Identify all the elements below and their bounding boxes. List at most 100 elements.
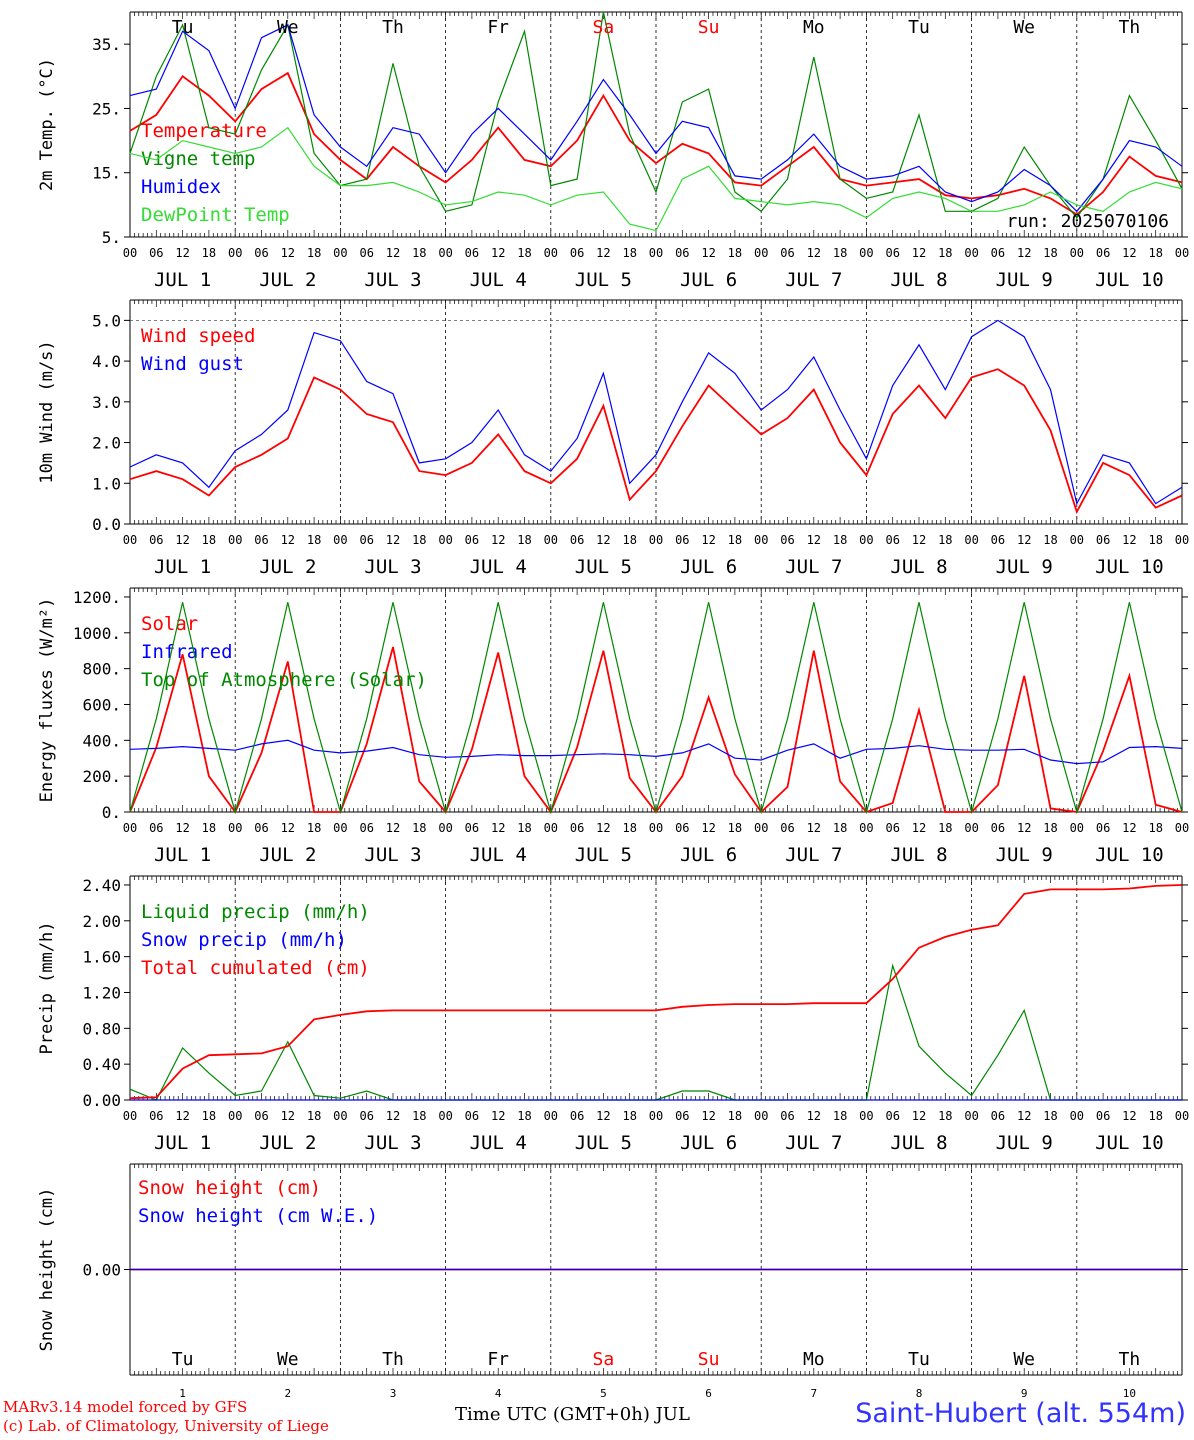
y-tick-label: 3.0 [92,393,121,412]
y-tick-label: 800. [82,660,121,679]
day-name: Sa [593,1349,615,1370]
hour-tick-label: 06 [885,246,899,260]
day-name: We [1013,17,1035,38]
hour-tick-label: 18 [517,1109,531,1123]
day-name: We [1013,1349,1035,1370]
day-name: Tu [908,1349,930,1370]
hour-tick-label: 06 [570,1109,584,1123]
hour-tick-label: 06 [1096,246,1110,260]
series-line-2 [129,319,1183,506]
hour-tick-label: 12 [281,246,295,260]
credit-lab: (c) Lab. of Climatology, University of L… [3,1417,329,1435]
day-label: JUL 10 [1095,1132,1164,1154]
credits: MARv3.14 model forced by GFS (c) Lab. of… [3,1398,329,1436]
day-label: JUL 1 [154,269,211,291]
hour-tick-label: 00 [544,533,558,547]
y-tick-label: 2.00 [82,912,121,931]
hour-tick-label: 18 [938,246,952,260]
hour-tick-label: 18 [833,821,847,835]
hour-tick-label: 12 [807,246,821,260]
hour-tick-label: 12 [1017,1109,1031,1123]
hour-tick-label: 18 [938,1109,952,1123]
hour-tick-label: 12 [1122,533,1136,547]
hour-tick-label: 18 [307,1109,321,1123]
hour-tick-label: 18 [622,1109,636,1123]
day-label: JUL 10 [1095,556,1164,578]
hour-tick-label: 18 [1148,821,1162,835]
hour-tick-label: 12 [596,821,610,835]
hour-tick-label: 06 [991,821,1005,835]
day-name: Tu [172,17,194,38]
panel-1: 5. 15. 25. 35. 2m Temp. (°C) Temperature Vigne… [37,11,1189,291]
hour-tick-label: 06 [1096,533,1110,547]
legend-entry-1: Snow height (cm) [138,1177,321,1199]
y-tick-label: 4.0 [92,352,121,371]
run-label: run: 2025070106 [1006,211,1169,232]
day-label: JUL 9 [996,844,1053,866]
legend-entry-2: Wind gust [141,353,244,375]
hour-tick-label: 00 [438,533,452,547]
day-name: Su [698,1349,720,1370]
y-tick-label: 0.80 [82,1019,121,1038]
hour-tick-label: 12 [701,246,715,260]
hour-tick-label: 12 [386,1109,400,1123]
hour-tick-label: 06 [780,533,794,547]
hour-tick-label: 18 [833,1109,847,1123]
hour-tick-label: 12 [1122,821,1136,835]
day-label: JUL 8 [890,269,947,291]
series-line-1 [129,71,1183,216]
hour-tick-label: 00 [544,246,558,260]
legend-entry-3: Total cumulated (cm) [141,957,370,979]
hour-tick-label: 00 [964,533,978,547]
hour-tick-label: 06 [780,821,794,835]
hour-tick-label: 12 [1122,1109,1136,1123]
y-tick-label: 200. [82,767,121,786]
hour-tick-label: 12 [912,246,926,260]
hour-tick-label: 12 [807,821,821,835]
day-label: JUL 2 [259,556,316,578]
day-label: JUL 5 [575,269,632,291]
hour-tick-label: 00 [123,1109,137,1123]
day-label: JUL 5 [575,556,632,578]
day-number: 6 [705,1387,712,1400]
panel-4: 0.00 0.40 0.80 1.20 1.60 2.00 2.40 Precip (mm/h… [37,875,1189,1154]
hour-tick-label: 06 [149,533,163,547]
day-label: JUL 9 [996,269,1053,291]
day-label: JUL 5 [575,1132,632,1154]
panel-2: 0.0 1.0 2.0 3.0 4.0 5.0 10m Wind (m/s) Wind spe… [37,299,1189,578]
hour-tick-label: 00 [649,246,663,260]
hour-tick-label: 18 [202,533,216,547]
hour-tick-label: 18 [728,821,742,835]
hour-tick-label: 06 [254,246,268,260]
day-number: 10 [1123,1387,1136,1400]
day-name: Sa [593,17,615,38]
hour-tick-label: 18 [1148,246,1162,260]
hour-tick-label: 18 [1043,246,1057,260]
y-tick-label: 25. [92,99,121,118]
series-line-4 [129,126,1183,232]
panel-3: 0. 200. 400. 600. 800. 1000. 1200. Energy fluxe… [37,587,1189,866]
hour-tick-label: 00 [333,533,347,547]
hour-tick-label: 06 [359,821,373,835]
hour-tick-label: 06 [885,1109,899,1123]
day-number: 9 [1021,1387,1028,1400]
hour-tick-label: 18 [1043,821,1057,835]
hour-tick-label: 06 [570,821,584,835]
day-label: JUL 2 [259,269,316,291]
hour-tick-label: 12 [491,1109,505,1123]
y-tick-label: 1.0 [92,474,121,493]
hour-tick-label: 06 [570,533,584,547]
hour-tick-label: 12 [807,1109,821,1123]
hour-tick-label: 12 [386,533,400,547]
hour-tick-label: 18 [622,533,636,547]
hour-tick-label: 00 [964,1109,978,1123]
hour-tick-label: 06 [465,533,479,547]
legend-entry-1: Temperature [141,120,267,142]
y-tick-label: 1200. [73,588,121,607]
y-tick-label: 600. [82,695,121,714]
hour-tick-label: 00 [544,1109,558,1123]
legend-entry-2: Vigne temp [141,148,255,170]
hour-tick-label: 00 [123,821,137,835]
day-name: Fr [487,17,509,38]
